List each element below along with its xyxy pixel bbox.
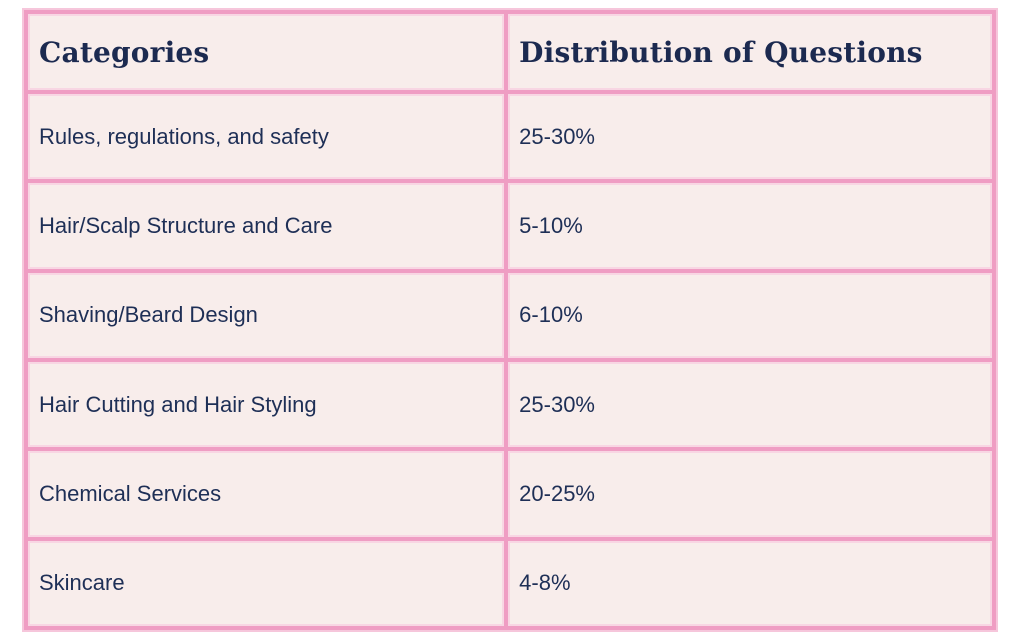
distribution-cell: 6-10% <box>508 272 992 358</box>
table-row: Chemical Services 20-25% <box>28 451 992 537</box>
category-cell: Skincare <box>28 540 505 626</box>
category-cell: Hair Cutting and Hair Styling <box>28 361 505 448</box>
distribution-cell: 25-30% <box>508 94 992 180</box>
column-header-categories: Categories <box>28 14 505 90</box>
column-header-distribution: Distribution of Questions <box>508 14 992 90</box>
table-row: Shaving/Beard Design 6-10% <box>28 272 992 358</box>
table-row: Skincare 4-8% <box>28 540 992 626</box>
distribution-cell: 25-30% <box>508 361 992 448</box>
distribution-cell: 4-8% <box>508 540 992 626</box>
category-cell: Rules, regulations, and safety <box>28 94 505 180</box>
table-row: Hair Cutting and Hair Styling 25-30% <box>28 361 992 448</box>
category-cell: Hair/Scalp Structure and Care <box>28 183 505 269</box>
distribution-cell: 5-10% <box>508 183 992 269</box>
table-row: Hair/Scalp Structure and Care 5-10% <box>28 183 992 269</box>
distribution-cell: 20-25% <box>508 451 992 537</box>
question-distribution-table: Categories Distribution of Questions Rul… <box>22 8 998 632</box>
category-cell: Shaving/Beard Design <box>28 272 505 358</box>
table-row: Rules, regulations, and safety 25-30% <box>28 94 992 180</box>
header-row: Categories Distribution of Questions <box>28 14 992 90</box>
table: Categories Distribution of Questions Rul… <box>24 10 996 630</box>
category-cell: Chemical Services <box>28 451 505 537</box>
